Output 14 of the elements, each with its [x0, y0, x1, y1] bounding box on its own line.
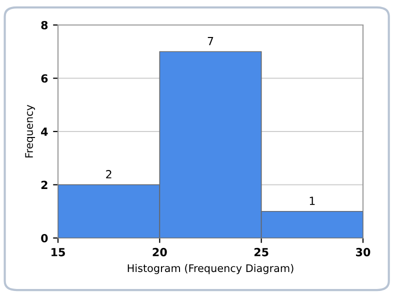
- y-axis-title: Frequency: [25, 104, 35, 158]
- data-label: 7: [208, 37, 214, 46]
- data-label: 2: [106, 170, 112, 178]
- y-tick-label: 2: [41, 180, 48, 189]
- x-tick-label: 25: [254, 248, 268, 256]
- x-tick-label: 20: [152, 248, 167, 256]
- y-tick-label: 8: [41, 20, 48, 30]
- y-tick-label: 0: [41, 234, 48, 242]
- data-label: 1: [310, 196, 315, 205]
- x-tick-label: 30: [356, 248, 370, 256]
- x-axis-title: Histogram (Frequency Diagram): [128, 264, 294, 274]
- y-tick-label: 6: [41, 74, 48, 83]
- x-tick-label: 15: [52, 248, 65, 256]
- y-tick-label: 4: [41, 128, 48, 136]
